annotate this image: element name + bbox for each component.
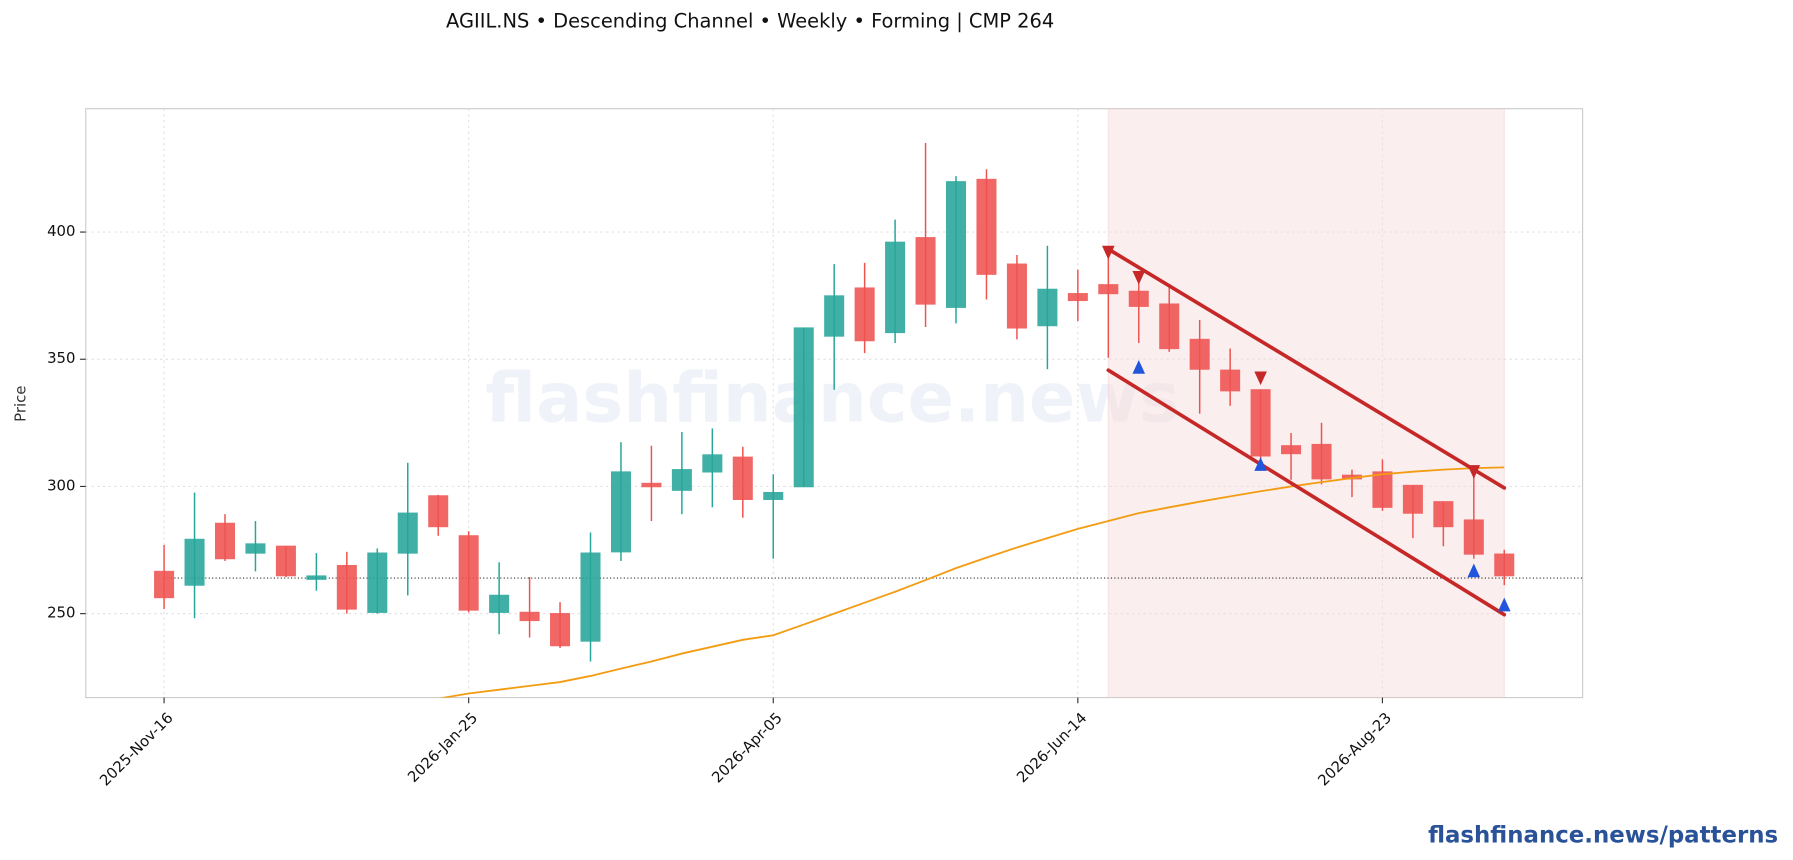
y-tick-label: 350: [47, 349, 75, 367]
candle-body: [1189, 338, 1210, 370]
candle-body: [245, 543, 266, 554]
channel-lower: [1106, 368, 1507, 617]
candle-body: [367, 552, 388, 613]
moving-average: [438, 466, 1505, 698]
pivot-high: [1254, 371, 1267, 386]
candle-body: [824, 295, 845, 337]
pivot-low: [1254, 457, 1267, 471]
chart-title: AGIIL.NS • Descending Channel • Weekly •…: [446, 9, 1054, 32]
candle-body: [946, 181, 967, 308]
x-tick-label: 2026-Aug-23: [1314, 709, 1395, 790]
pivot-high: [1467, 465, 1481, 479]
y-tick-label: 250: [47, 604, 75, 622]
candle-body: [1402, 484, 1423, 514]
candle-body: [184, 538, 205, 586]
candle-body: [1067, 293, 1088, 302]
candle-body: [1159, 303, 1180, 350]
channel-upper: [1106, 247, 1507, 490]
candle-body: [1463, 519, 1484, 555]
x-tick-label: 2026-Apr-05: [708, 709, 786, 787]
candle-body: [671, 469, 692, 491]
candle-body: [1250, 389, 1271, 457]
candle-body: [275, 545, 296, 577]
pivot-low: [1467, 563, 1481, 578]
pivot-low: [1132, 360, 1146, 374]
candle-body: [1372, 471, 1393, 508]
candle-body: [1433, 501, 1454, 528]
candle-body: [732, 456, 753, 500]
pivot-low: [1497, 597, 1511, 612]
pivot-high: [1132, 270, 1146, 285]
candle-body: [306, 575, 327, 580]
candle-body: [336, 564, 357, 610]
candle-body: [793, 327, 814, 488]
plot: [85, 108, 1583, 698]
candle-body: [1281, 445, 1302, 455]
candle-body: [1494, 553, 1515, 577]
candle-body: [489, 594, 510, 613]
candle-body: [641, 482, 662, 488]
candle-body: [702, 454, 723, 473]
y-tick-label: 300: [47, 476, 75, 494]
candle-body: [915, 237, 936, 305]
candle-body: [1128, 290, 1149, 307]
candle-body: [885, 241, 906, 334]
pattern-window: [1107, 108, 1505, 698]
x-tick-label: 2026-Jun-14: [1013, 709, 1090, 786]
candle-body: [763, 491, 784, 500]
candle-body: [1220, 369, 1241, 392]
candle-body: [580, 552, 601, 642]
pivot-high: [1102, 245, 1115, 260]
x-tick-label: 2026-Jan-25: [404, 709, 481, 786]
candle-body: [458, 535, 479, 611]
candle-body: [1037, 288, 1058, 327]
candle-body: [1098, 284, 1119, 295]
candle-body: [1006, 263, 1027, 329]
candle-body: [1311, 443, 1332, 480]
candle-body: [519, 611, 540, 622]
candle-body: [976, 178, 997, 275]
candle-body: [214, 522, 236, 560]
candle-body: [428, 495, 449, 528]
y-tick-label: 400: [47, 222, 75, 240]
y-axis-label: Price: [12, 386, 30, 422]
candle-body: [610, 471, 631, 553]
watermark: flashfinance.news: [485, 359, 1179, 439]
candle-body: [154, 570, 175, 599]
x-tick-label: 2025-Nov-16: [96, 709, 177, 790]
candle-body: [550, 613, 571, 647]
candle-body: [854, 287, 875, 342]
footer: flashfinance.news/patterns: [1428, 822, 1778, 848]
candle-body: [397, 512, 418, 554]
